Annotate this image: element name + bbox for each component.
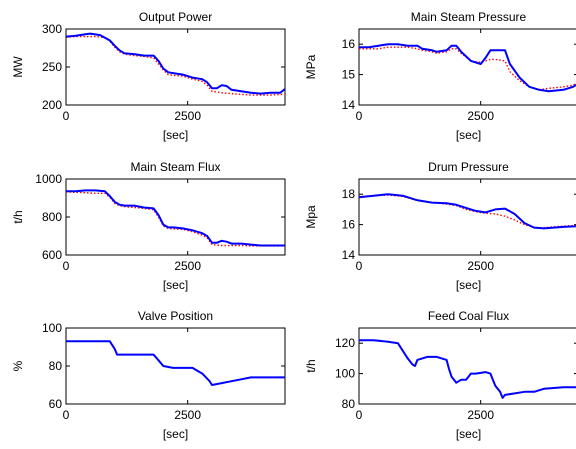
y-tick-label: 800 (42, 210, 62, 224)
x-axis-label: [sec] (456, 278, 481, 292)
y-tick-label: 100 (335, 367, 355, 381)
y-tick-label: 15 (342, 68, 356, 82)
x-tick-label: 2500 (174, 259, 201, 273)
y-axis-label: t/h (11, 210, 25, 223)
x-tick-label: 0 (63, 109, 70, 123)
series-actual-line (359, 43, 576, 93)
plot-frame (358, 327, 576, 405)
x-axis-label: [sec] (456, 128, 481, 142)
y-tick-label: 14 (342, 248, 356, 262)
y-tick-label: 16 (342, 218, 356, 232)
y-tick-label: 18 (342, 187, 356, 201)
y-axis-label: MW (11, 56, 25, 78)
y-tick-label: 80 (342, 397, 356, 411)
series-actual-line (66, 189, 285, 247)
panel-6: Feed Coal Flux t/h [sec] 0 2500 80 100 120 (304, 309, 576, 441)
x-axis-label: [sec] (163, 427, 188, 441)
x-tick-label: 0 (356, 109, 363, 123)
y-tick-label: 250 (42, 60, 62, 74)
x-axis-label: [sec] (456, 427, 481, 441)
series-actual-line (66, 340, 285, 386)
x-tick-label: 0 (63, 408, 70, 422)
series-actual-line (66, 32, 285, 95)
y-tick-label: 1000 (35, 172, 62, 186)
chart-title: Main Steam Pressure (411, 10, 527, 24)
x-tick-label: 2500 (174, 408, 201, 422)
x-tick-label: 2500 (467, 408, 494, 422)
y-axis-label: MPa (304, 54, 318, 79)
y-tick-label: 100 (42, 321, 62, 335)
chart-title: Drum Pressure (428, 160, 509, 174)
y-axis-label: t/h (304, 359, 318, 372)
x-tick-label: 0 (356, 259, 363, 273)
chart-title: Valve Position (138, 309, 213, 323)
x-tick-label: 2500 (174, 109, 201, 123)
x-axis-label: [sec] (163, 128, 188, 142)
plot-frame (358, 178, 576, 256)
plot-frame (358, 28, 576, 106)
x-tick-label: 0 (63, 259, 70, 273)
plot-frame (65, 327, 286, 405)
x-tick-label: 2500 (467, 109, 494, 123)
y-tick-label: 14 (342, 98, 356, 112)
panel-1: Output Power MW [sec] 0 2500 200 250 300 (11, 10, 286, 142)
y-tick-label: 16 (342, 37, 356, 51)
y-tick-label: 80 (49, 359, 63, 373)
y-tick-label: 200 (42, 98, 62, 112)
x-tick-label: 2500 (467, 259, 494, 273)
y-tick-label: 300 (42, 22, 62, 36)
y-axis-label: Mpa (304, 205, 318, 229)
chart-title: Output Power (139, 10, 212, 24)
panel-4: Drum Pressure Mpa [sec] 0 2500 14 16 18 (304, 160, 576, 292)
y-tick-label: 600 (42, 248, 62, 262)
series-actual-line (359, 193, 576, 230)
panel-3: Main Steam Flux t/h [sec] 0 2500 600 800 1000 (11, 160, 286, 292)
series-actual-line (359, 339, 576, 399)
y-tick-label: 120 (335, 336, 355, 350)
x-axis-label: [sec] (163, 278, 188, 292)
panel-5: Valve Position% [sec] 0 2500 60 80 100 (11, 309, 286, 441)
panel-2: Main Steam Pressure MPa [sec] 0 2500 14 15 16 (304, 10, 576, 142)
chart-title: Main Steam Flux (130, 160, 220, 174)
y-tick-label: 60 (49, 397, 63, 411)
x-tick-label: 0 (356, 408, 363, 422)
y-axis-label: % (11, 360, 25, 371)
chart-title: Feed Coal Flux (428, 309, 509, 323)
